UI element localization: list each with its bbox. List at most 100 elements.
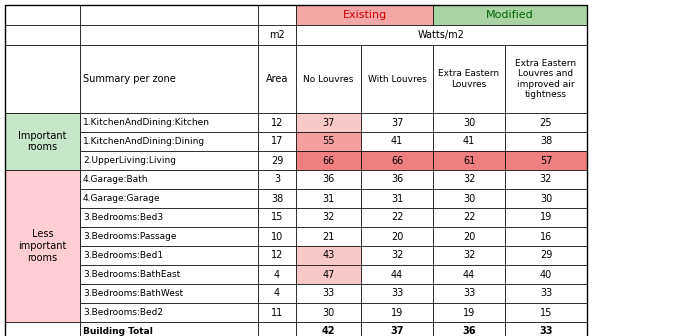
Bar xyxy=(5,322,80,336)
Bar xyxy=(80,189,258,208)
Bar xyxy=(258,303,296,322)
Bar xyxy=(5,25,80,45)
Bar xyxy=(505,113,587,132)
Bar xyxy=(433,284,505,303)
Text: 33: 33 xyxy=(540,289,552,298)
Text: 32: 32 xyxy=(322,212,335,222)
Text: 31: 31 xyxy=(391,194,403,204)
Bar xyxy=(80,25,258,45)
Bar xyxy=(80,170,258,189)
Bar xyxy=(296,5,433,25)
Text: 44: 44 xyxy=(463,269,475,280)
Text: Existing: Existing xyxy=(342,10,386,20)
Text: 30: 30 xyxy=(323,307,335,318)
Bar xyxy=(5,265,80,284)
Bar xyxy=(5,113,80,132)
Bar xyxy=(361,246,433,265)
Bar xyxy=(296,246,361,265)
Text: 36: 36 xyxy=(462,327,476,336)
Text: 29: 29 xyxy=(540,251,552,260)
Text: 2.UpperLiving:Living: 2.UpperLiving:Living xyxy=(83,156,176,165)
Text: 42: 42 xyxy=(322,327,335,336)
Text: Important
rooms: Important rooms xyxy=(18,131,66,152)
Bar xyxy=(361,113,433,132)
Bar xyxy=(5,284,80,303)
Text: 10: 10 xyxy=(271,232,283,242)
Bar xyxy=(5,303,80,322)
Text: 41: 41 xyxy=(463,136,475,146)
Text: 37: 37 xyxy=(391,327,404,336)
Bar xyxy=(433,151,505,170)
Text: m2: m2 xyxy=(269,30,285,40)
Text: 3.Bedrooms:Passage: 3.Bedrooms:Passage xyxy=(83,232,176,241)
Text: 16: 16 xyxy=(540,232,552,242)
Text: 3.Bedrooms:Bed3: 3.Bedrooms:Bed3 xyxy=(83,213,163,222)
Text: 17: 17 xyxy=(271,136,284,146)
Bar xyxy=(505,208,587,227)
Text: 41: 41 xyxy=(391,136,403,146)
Bar xyxy=(258,170,296,189)
Bar xyxy=(433,5,587,25)
Bar xyxy=(296,170,361,189)
Text: 20: 20 xyxy=(463,232,475,242)
Text: 1.KitchenAndDining:Kitchen: 1.KitchenAndDining:Kitchen xyxy=(83,118,210,127)
Bar xyxy=(433,113,505,132)
Bar xyxy=(505,151,587,170)
Text: 29: 29 xyxy=(271,156,284,166)
Bar xyxy=(258,322,296,336)
Bar xyxy=(258,113,296,132)
Bar xyxy=(296,227,361,246)
Bar xyxy=(5,170,80,322)
Text: 32: 32 xyxy=(463,251,475,260)
Text: 22: 22 xyxy=(391,212,403,222)
Text: 36: 36 xyxy=(323,174,335,184)
Bar xyxy=(5,246,80,265)
Text: 30: 30 xyxy=(463,194,475,204)
Text: 61: 61 xyxy=(463,156,475,166)
Bar xyxy=(505,227,587,246)
Bar xyxy=(433,208,505,227)
Bar xyxy=(5,5,80,25)
Text: 4.Garage:Garage: 4.Garage:Garage xyxy=(83,194,160,203)
Bar xyxy=(80,132,258,151)
Text: 15: 15 xyxy=(271,212,284,222)
Bar xyxy=(258,246,296,265)
Bar xyxy=(258,208,296,227)
Text: 3.Bedrooms:Bed2: 3.Bedrooms:Bed2 xyxy=(83,308,163,317)
Text: Extra Eastern
Louvres and
improved air
tightness: Extra Eastern Louvres and improved air t… xyxy=(515,59,577,99)
Bar xyxy=(258,284,296,303)
Bar xyxy=(80,151,258,170)
Text: Watts/m2: Watts/m2 xyxy=(418,30,465,40)
Bar xyxy=(296,303,361,322)
Bar xyxy=(80,45,258,113)
Bar xyxy=(296,113,361,132)
Text: 32: 32 xyxy=(540,174,552,184)
Bar xyxy=(505,132,587,151)
Text: Modified: Modified xyxy=(486,10,534,20)
Bar xyxy=(361,189,433,208)
Text: 15: 15 xyxy=(540,307,552,318)
Text: 22: 22 xyxy=(463,212,475,222)
Bar xyxy=(5,227,80,246)
Text: 1.KitchenAndDining:Dining: 1.KitchenAndDining:Dining xyxy=(83,137,205,146)
Text: 38: 38 xyxy=(271,194,283,204)
Bar xyxy=(505,246,587,265)
Text: 3: 3 xyxy=(274,174,280,184)
Bar xyxy=(361,227,433,246)
Text: 3.Bedrooms:Bed1: 3.Bedrooms:Bed1 xyxy=(83,251,163,260)
Text: 55: 55 xyxy=(322,136,335,146)
Text: 66: 66 xyxy=(323,156,335,166)
Bar xyxy=(433,227,505,246)
Bar xyxy=(258,45,296,113)
Bar xyxy=(258,151,296,170)
Text: 4: 4 xyxy=(274,289,280,298)
Bar xyxy=(505,284,587,303)
Text: Building Total: Building Total xyxy=(83,327,153,336)
Text: 33: 33 xyxy=(323,289,335,298)
Bar xyxy=(505,189,587,208)
Bar xyxy=(433,322,505,336)
Bar xyxy=(80,265,258,284)
Bar xyxy=(5,170,80,189)
Bar xyxy=(296,189,361,208)
Bar xyxy=(505,265,587,284)
